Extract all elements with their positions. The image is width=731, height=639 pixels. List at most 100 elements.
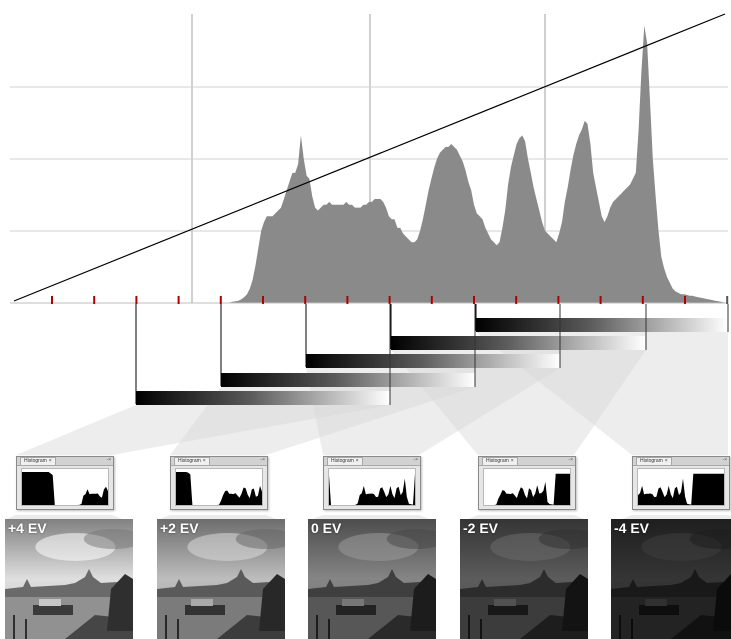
histogram-tab[interactable]: Histogram × — [20, 457, 56, 465]
skyline — [460, 569, 588, 599]
window-buttons[interactable]: -× — [260, 457, 265, 463]
histogram-tab[interactable]: Histogram × — [482, 457, 518, 465]
window-buttons[interactable]: -× — [568, 457, 573, 463]
exposure-photo: +4 EV — [5, 519, 133, 639]
ev-label: +4 EV — [8, 520, 47, 536]
histogram-titlebar: Histogram × -× — [171, 457, 267, 466]
window-buttons[interactable]: -× — [413, 457, 418, 463]
tree — [259, 574, 285, 631]
connector-wedge-lower — [6, 515, 122, 519]
histogram-plot — [328, 468, 416, 506]
ev-label: -4 EV — [614, 520, 650, 536]
connector-wedge-lower — [313, 515, 429, 519]
histogram-window: Histogram × -× — [632, 456, 730, 510]
ev-label: 0 EV — [311, 520, 342, 536]
boat — [336, 605, 376, 615]
tree — [713, 574, 731, 631]
tree — [107, 574, 133, 631]
dynamic-range-bar — [391, 336, 645, 350]
mini-histogram-fill — [638, 473, 724, 505]
dynamic-range-bar — [306, 354, 560, 368]
boat-cabin — [342, 599, 364, 606]
post — [631, 619, 633, 639]
city-river-scene — [5, 519, 133, 639]
exposure-photo: -2 EV — [460, 519, 588, 639]
boat-cabin — [494, 599, 516, 606]
exposure-photo: -4 EV — [611, 519, 731, 639]
histogram-window: Histogram × -× — [323, 456, 421, 510]
post — [468, 615, 470, 639]
histogram-plot — [483, 468, 571, 506]
skyline — [611, 569, 731, 599]
mini-histogram-svg — [484, 473, 570, 505]
boat — [33, 605, 73, 615]
boat-cabin — [39, 599, 61, 606]
mini-histogram-svg — [22, 472, 108, 505]
histogram-tab-label: Histogram — [640, 458, 663, 464]
boat — [639, 605, 679, 615]
histogram-plot — [637, 468, 725, 506]
exposure-photo: 0 EV — [308, 519, 436, 639]
dynamic-range-bars — [135, 304, 729, 405]
ev-tick-markers — [51, 296, 729, 304]
histogram-titlebar: Histogram × -× — [479, 457, 575, 466]
histogram-tab-label: Histogram — [331, 458, 354, 464]
window-buttons[interactable]: -× — [722, 457, 727, 463]
post — [316, 615, 318, 639]
histogram-titlebar: Histogram × -× — [17, 457, 113, 466]
cloud-dark — [235, 529, 285, 549]
close-icon[interactable]: × — [202, 458, 206, 464]
city-river-scene — [460, 519, 588, 639]
mini-histogram-fill — [329, 473, 415, 505]
boat-cabin — [645, 599, 667, 606]
cloud-dark — [689, 529, 731, 549]
connector-wedge — [306, 368, 560, 455]
ev-label: +2 EV — [160, 520, 199, 536]
skyline — [308, 569, 436, 599]
post — [165, 615, 167, 639]
post — [619, 615, 621, 639]
city-river-scene — [611, 519, 731, 639]
connector-wedge-lower — [622, 515, 731, 519]
tree — [562, 574, 588, 631]
post — [328, 619, 330, 639]
cloud-dark — [538, 529, 588, 549]
histogram-tab-label: Histogram — [178, 458, 201, 464]
connector-wedge — [16, 405, 390, 455]
histogram-tab-label: Histogram — [24, 458, 47, 464]
histogram-tab[interactable]: Histogram × — [636, 457, 672, 465]
histogram-tab[interactable]: Histogram × — [174, 457, 210, 465]
mini-histogram-svg — [329, 473, 415, 505]
close-icon[interactable]: × — [664, 458, 668, 464]
connector-wedge-lower — [160, 515, 276, 519]
mini-histogram-fill — [484, 473, 570, 505]
cloud-dark — [386, 529, 436, 549]
histogram-titlebar: Histogram × -× — [324, 457, 420, 466]
boat-cabin — [191, 599, 213, 606]
boat — [185, 605, 225, 615]
histogram-plot — [175, 468, 263, 506]
ev-label: -2 EV — [463, 520, 499, 536]
dynamic-range-bar — [136, 391, 390, 405]
connector-wedge-lower — [468, 515, 584, 519]
close-icon[interactable]: × — [48, 458, 52, 464]
window-buttons[interactable]: -× — [106, 457, 111, 463]
tone-curve-line — [13, 13, 726, 302]
histogram-area — [10, 25, 728, 303]
exposure-photo: +2 EV — [157, 519, 285, 639]
tree — [410, 574, 436, 631]
cloud-dark — [83, 529, 133, 549]
mini-histogram-svg — [638, 473, 724, 505]
skyline — [157, 569, 285, 599]
skyline — [5, 569, 133, 599]
histogram-window: Histogram × -× — [16, 456, 114, 510]
histogram-window: Histogram × -× — [170, 456, 268, 510]
mini-histogram-svg — [176, 472, 262, 505]
post — [177, 619, 179, 639]
histogram-tab[interactable]: Histogram × — [327, 457, 363, 465]
histogram-tab-label: Histogram — [486, 458, 509, 464]
boat — [488, 605, 528, 615]
close-icon[interactable]: × — [510, 458, 514, 464]
close-icon[interactable]: × — [355, 458, 359, 464]
